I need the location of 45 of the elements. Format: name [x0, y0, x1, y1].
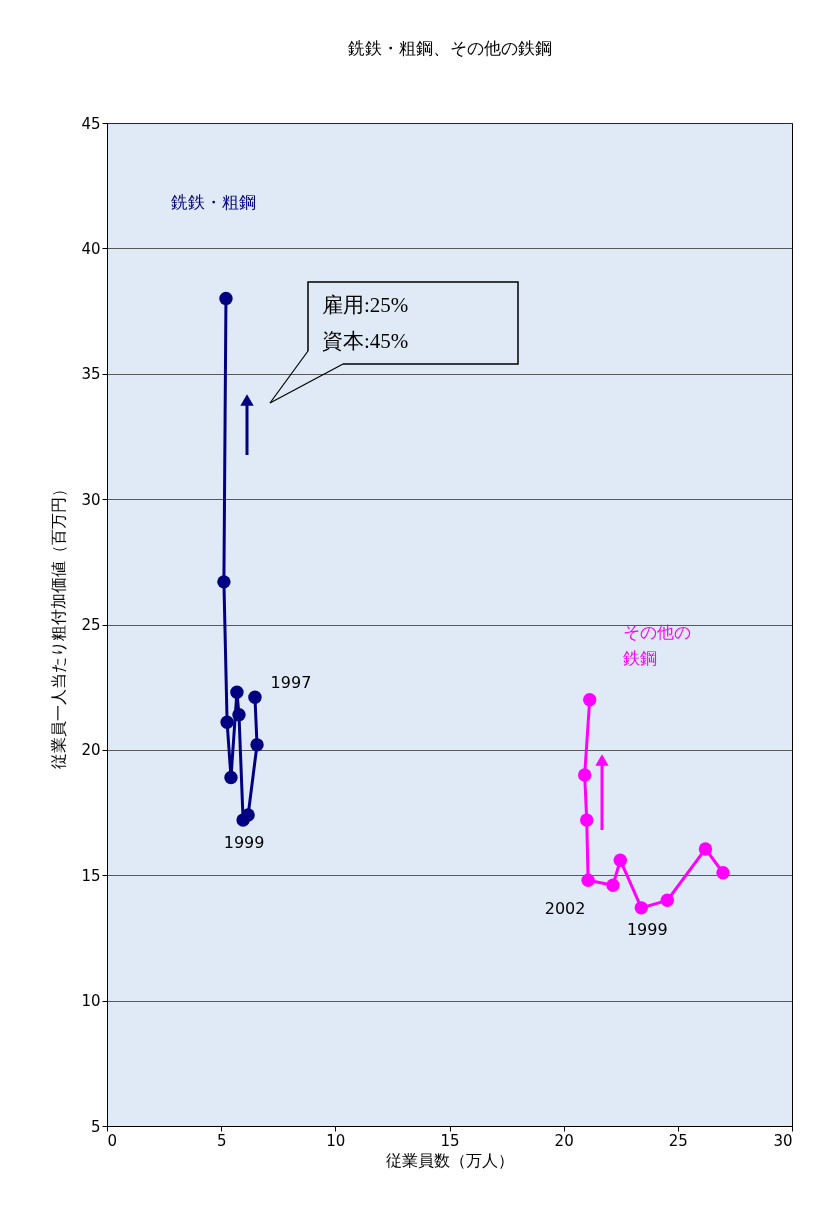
- x-axis-title: 従業員数（万人）: [386, 1150, 514, 1170]
- point: [613, 853, 627, 867]
- point: [698, 842, 713, 856]
- y-tick-label: 20: [81, 741, 101, 760]
- x-tick-label: 20: [554, 1131, 574, 1150]
- y-axis-title: 従業員一人当たり粗付加価値（百万円）: [49, 481, 69, 769]
- x-tick-label: 0: [107, 1131, 118, 1150]
- y-tick-label: 30: [81, 490, 101, 509]
- point: [220, 715, 234, 729]
- point: [606, 878, 620, 892]
- annotation: 1999: [626, 919, 668, 939]
- x-tick-label: 10: [326, 1131, 346, 1150]
- annotation: 2002: [544, 899, 586, 919]
- point: [219, 291, 233, 306]
- annotation: 1999: [223, 833, 265, 853]
- annotation: 雇用:25% 資本:45%: [322, 293, 409, 353]
- y-tick-label: 40: [81, 239, 101, 258]
- point: [580, 813, 594, 827]
- x-tick-label: 5: [216, 1131, 227, 1150]
- y-tick-label: 5: [90, 1117, 101, 1136]
- point: [236, 813, 250, 827]
- x-tick-label: 15: [440, 1131, 460, 1150]
- point: [581, 873, 595, 887]
- x-tick-label: 30: [773, 1131, 793, 1150]
- point: [217, 575, 231, 589]
- point: [230, 685, 244, 699]
- point: [224, 770, 238, 785]
- y-tick-label: 35: [81, 365, 101, 384]
- point: [716, 866, 730, 880]
- point: [232, 708, 246, 722]
- point: [634, 901, 649, 915]
- point: [248, 690, 262, 704]
- text: 銑鉄・粗鋼: [171, 192, 256, 212]
- chart-title: 銑鉄・粗鋼、その他の鉄鋼: [347, 38, 552, 58]
- point: [582, 693, 597, 707]
- text: その他の鉄鋼: [623, 622, 691, 668]
- y-tick-label: 45: [81, 114, 101, 133]
- y-tick-label: 10: [81, 992, 101, 1011]
- point: [577, 768, 592, 782]
- point: [660, 893, 675, 908]
- point: [250, 738, 264, 752]
- annotation: 1997: [270, 673, 312, 693]
- x-tick-label: 25: [668, 1131, 688, 1150]
- y-tick-label: 25: [81, 616, 101, 634]
- y-tick-label: 15: [81, 866, 101, 885]
